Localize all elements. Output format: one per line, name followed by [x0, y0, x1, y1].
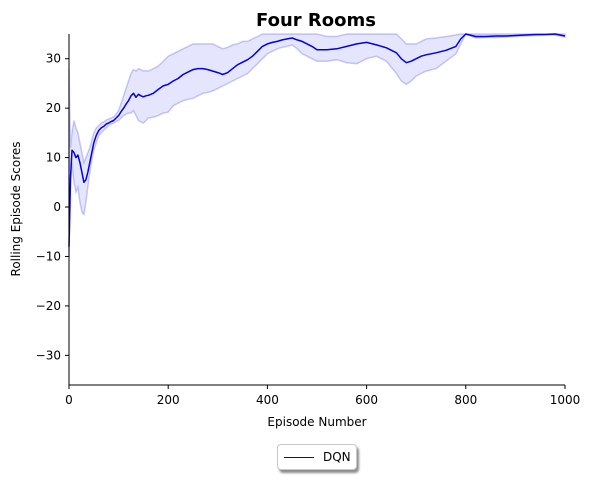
- y-tick-label: 20: [46, 101, 61, 115]
- x-tick-label: 600: [355, 393, 378, 407]
- x-tick-label: 800: [454, 393, 477, 407]
- x-axis-title: Episode Number: [267, 415, 366, 429]
- dqn-confidence-band: [68, 33, 566, 257]
- y-tick-label: 30: [46, 52, 61, 66]
- x-tick-label: 1000: [550, 393, 581, 407]
- legend: DQN: [277, 444, 357, 470]
- chart-title: Four Rooms: [256, 10, 376, 31]
- y-tick-label: 10: [46, 151, 61, 165]
- x-tick-label: 200: [157, 393, 180, 407]
- y-axis-title: Rolling Episode Scores: [9, 142, 23, 277]
- y-axis-ticks: −30 −20 −10 0 10 20 30: [36, 52, 69, 362]
- y-tick-label: −30: [36, 348, 61, 362]
- legend-label-dqn: DQN: [323, 450, 351, 464]
- y-tick-label: −20: [36, 299, 61, 313]
- x-axis-ticks: 0 200 400 600 800 1000: [65, 385, 580, 407]
- x-tick-label: 400: [256, 393, 279, 407]
- x-tick-label: 0: [65, 393, 73, 407]
- plot-area: [68, 33, 566, 257]
- dqn-series-line: [68, 33, 566, 247]
- y-tick-label: 0: [53, 200, 61, 214]
- legend-line-swatch: [284, 456, 314, 458]
- y-tick-label: −10: [36, 249, 61, 263]
